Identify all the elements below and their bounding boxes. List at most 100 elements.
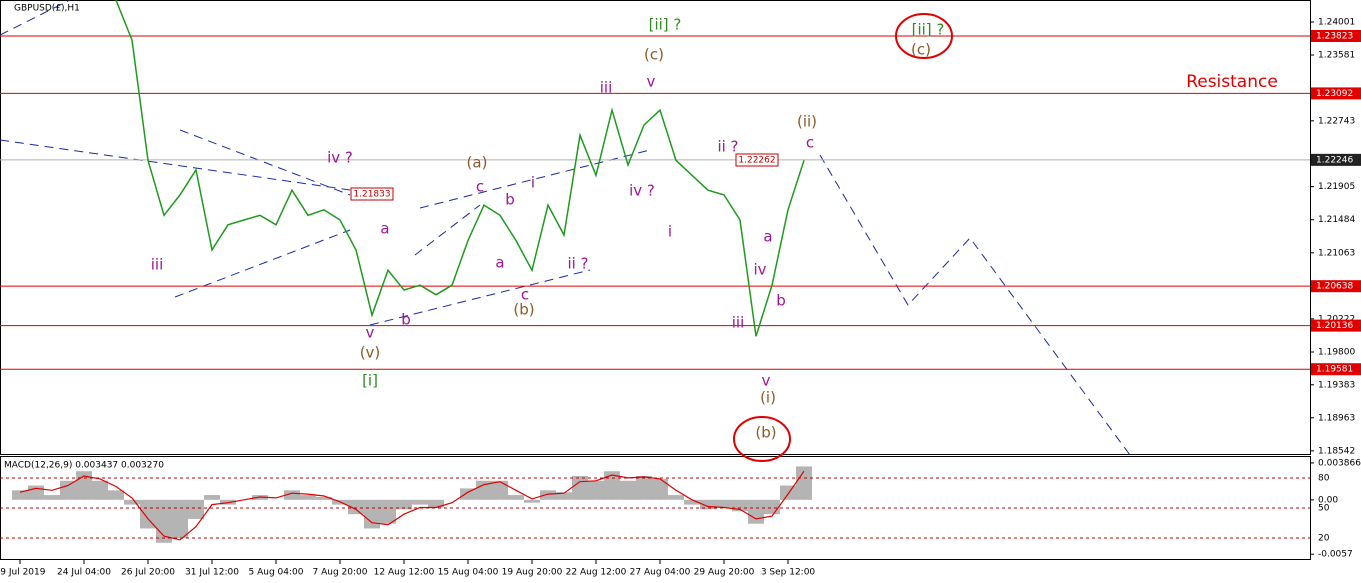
y-tick-label: 1.23581 bbox=[1318, 50, 1355, 60]
annotation-box bbox=[350, 187, 394, 201]
macd-bar bbox=[524, 499, 540, 503]
macd-bar bbox=[12, 490, 28, 500]
y-tick-label: 1.18542 bbox=[1318, 446, 1355, 456]
macd-bar bbox=[428, 499, 444, 508]
x-tick-label: 31 Jul 12:00 bbox=[185, 568, 239, 578]
y-tick-label: 0.003866 bbox=[1318, 458, 1361, 468]
annotation: (ii) bbox=[797, 113, 817, 131]
annotation: iii bbox=[600, 79, 613, 97]
x-tick-label: 27 Aug 04:00 bbox=[630, 568, 691, 578]
annotation: [i] bbox=[362, 372, 378, 390]
annotation: (v) bbox=[360, 344, 381, 362]
annotation: iv ? bbox=[327, 149, 353, 167]
y-tick-label: 1.19800 bbox=[1318, 348, 1355, 358]
y-tick-label: 1.21484 bbox=[1318, 215, 1355, 225]
annotation-circle bbox=[895, 13, 953, 59]
x-tick-label: 22 Aug 12:00 bbox=[566, 568, 627, 578]
trend-line bbox=[0, 0, 71, 36]
level-box bbox=[1311, 280, 1361, 293]
macd-bar bbox=[588, 480, 604, 500]
macd-bar bbox=[44, 495, 60, 500]
last-price-box bbox=[1311, 153, 1361, 166]
y-tick-label: 1.20222 bbox=[1318, 314, 1355, 324]
trend-line bbox=[414, 204, 481, 256]
price-line bbox=[115, 0, 805, 337]
macd-bar bbox=[732, 499, 748, 512]
annotation: b bbox=[505, 191, 515, 209]
macd-bar bbox=[396, 499, 412, 510]
x-tick-label: 19 Aug 20:00 bbox=[502, 568, 563, 578]
annotation: a bbox=[763, 228, 772, 246]
x-tick-label: 12 Aug 12:00 bbox=[374, 568, 435, 578]
macd-bar bbox=[796, 466, 812, 500]
annotation: ii ? bbox=[567, 255, 588, 273]
macd-bar bbox=[316, 496, 332, 500]
macd-bar bbox=[476, 480, 492, 500]
y-tick-label: 1.24001 bbox=[1318, 17, 1355, 27]
y-tick-label: 1.22743 bbox=[1318, 116, 1355, 126]
level-label: 1.23823 bbox=[1316, 31, 1353, 41]
annotation: (i) bbox=[760, 389, 776, 407]
signal-line bbox=[19, 470, 805, 541]
x-tick-label: 15 Aug 04:00 bbox=[438, 568, 499, 578]
macd-bar bbox=[652, 478, 668, 500]
annotation: c bbox=[521, 286, 529, 304]
level-label: 1.19581 bbox=[1316, 365, 1353, 375]
annotation: b bbox=[776, 292, 786, 310]
macd-bar bbox=[668, 495, 684, 500]
annotation: (c) bbox=[911, 41, 931, 59]
macd-bar bbox=[188, 499, 204, 519]
trend-line bbox=[369, 269, 591, 326]
y2-tick-label: 80 bbox=[1318, 474, 1330, 484]
macd-bar bbox=[540, 490, 556, 500]
level-label: 1.23092 bbox=[1316, 89, 1353, 99]
x-tick-label: 7 Aug 20:00 bbox=[313, 568, 368, 578]
macd-bar bbox=[764, 499, 780, 515]
macd-bar bbox=[380, 499, 396, 524]
annotation: 1.21833 bbox=[353, 190, 390, 200]
annotation: c bbox=[476, 178, 484, 196]
annotation: iv ? bbox=[629, 182, 655, 200]
macd-bar bbox=[780, 485, 796, 500]
annotation-circle bbox=[733, 416, 791, 462]
level-label: 1.20136 bbox=[1316, 321, 1353, 331]
annotation: v bbox=[762, 372, 771, 390]
y2-tick-label: 20 bbox=[1318, 534, 1330, 544]
annotation: (b) bbox=[755, 424, 776, 442]
level-box bbox=[1311, 29, 1361, 42]
chart-title: GBPUSD(£),H1 bbox=[14, 4, 80, 14]
annotation: Resistance bbox=[1186, 72, 1278, 92]
macd-bar bbox=[92, 480, 108, 500]
annotation: iii bbox=[151, 256, 164, 274]
macd-bar bbox=[140, 499, 156, 529]
annotation: [ii] ? bbox=[912, 21, 945, 39]
macd-bar bbox=[28, 485, 44, 500]
macd-bar bbox=[716, 499, 732, 508]
x-tick-label: 29 Aug 20:00 bbox=[694, 568, 755, 578]
annotation: i bbox=[668, 223, 672, 241]
annotation: (c) bbox=[644, 46, 664, 64]
x-tick-label: 24 Jul 04:00 bbox=[57, 568, 111, 578]
macd-bar bbox=[204, 495, 220, 500]
level-box bbox=[1311, 319, 1361, 332]
macd-bar bbox=[412, 499, 428, 505]
x-tick-label: 26 Jul 20:00 bbox=[121, 568, 175, 578]
y-tick-label: 1.21905 bbox=[1318, 182, 1355, 192]
macd-bar bbox=[124, 499, 140, 505]
x-tick-label: 5 Aug 04:00 bbox=[249, 568, 304, 578]
annotation: 1.22262 bbox=[738, 156, 775, 166]
macd-bar bbox=[508, 495, 524, 500]
annotation: a bbox=[380, 220, 389, 238]
price-frame bbox=[0, 0, 1311, 455]
level-box bbox=[1311, 87, 1361, 100]
macd-bar bbox=[492, 480, 508, 500]
annotation: (b) bbox=[513, 301, 534, 319]
y-tick-label: 1.21063 bbox=[1318, 248, 1355, 258]
macd-bar bbox=[172, 499, 188, 539]
macd-bar bbox=[348, 499, 364, 515]
annotation: iv bbox=[753, 261, 766, 279]
y-tick-label: -0.0057 bbox=[1318, 550, 1353, 560]
macd-bar bbox=[364, 499, 380, 529]
macd-bar bbox=[60, 480, 76, 500]
annotation: v bbox=[366, 324, 375, 342]
